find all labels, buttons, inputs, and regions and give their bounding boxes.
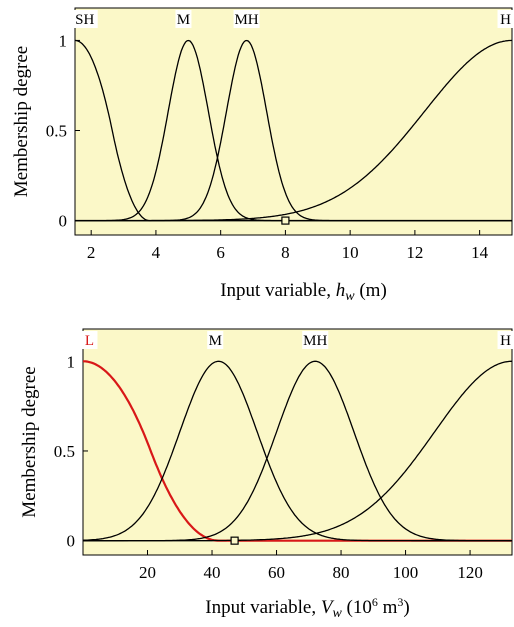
x-tick-label: 120: [457, 563, 483, 582]
series-curve-m: [82, 360, 512, 542]
x-tick-label: 6: [216, 243, 225, 262]
series-label-m: M: [209, 333, 222, 349]
plot-area: [74, 7, 513, 236]
x-tick-label: 20: [139, 563, 156, 582]
series-label-bg: [207, 331, 224, 349]
series-label-bg: [81, 331, 98, 349]
y-tick-label: 0.5: [46, 122, 67, 141]
y-tick-label: 0.5: [54, 442, 75, 461]
baseline-marker: [281, 216, 290, 225]
series-label-sh: SH: [75, 12, 94, 28]
x-tick-label: 14: [471, 243, 489, 262]
series-label-bg: [175, 10, 192, 28]
x-axis-label: Input variable, hw (m): [220, 280, 387, 304]
y-tick-label: 0: [67, 532, 76, 551]
x-tick-label: 2: [87, 243, 96, 262]
series-label-bg: [497, 10, 514, 28]
x-tick-label: 100: [393, 563, 419, 582]
series-label-bg: [71, 10, 98, 28]
series-curve-h: [75, 39, 513, 222]
series-label-h: H: [500, 333, 511, 349]
x-tick-label: 80: [333, 563, 350, 582]
series-label-bg: [302, 331, 329, 349]
y-tick-label: 1: [59, 31, 68, 50]
series-label-mh: MH: [234, 12, 258, 28]
series-label-bg: [233, 10, 260, 28]
series-curve-h: [83, 360, 512, 542]
series-label-bg: [497, 331, 514, 349]
series-label-mh: MH: [303, 333, 327, 349]
y-tick-label: 0: [59, 212, 68, 231]
x-tick-label: 12: [406, 243, 423, 262]
series-label-m: M: [177, 12, 190, 28]
x-tick-label: 8: [281, 243, 290, 262]
baseline-marker: [230, 536, 239, 545]
y-tick-label: 1: [67, 352, 76, 371]
series-label-h: H: [500, 12, 511, 28]
x-tick-label: 10: [342, 243, 359, 262]
x-tick-label: 4: [152, 243, 161, 262]
y-axis-label: Membership degree: [11, 46, 32, 197]
x-tick-label: 60: [268, 563, 285, 582]
series-label-l: L: [85, 333, 94, 349]
y-axis-label: Membership degree: [19, 366, 40, 517]
x-tick-label: 40: [204, 563, 221, 582]
x-axis-label: Input variable, Vw (106 m3): [205, 595, 409, 621]
